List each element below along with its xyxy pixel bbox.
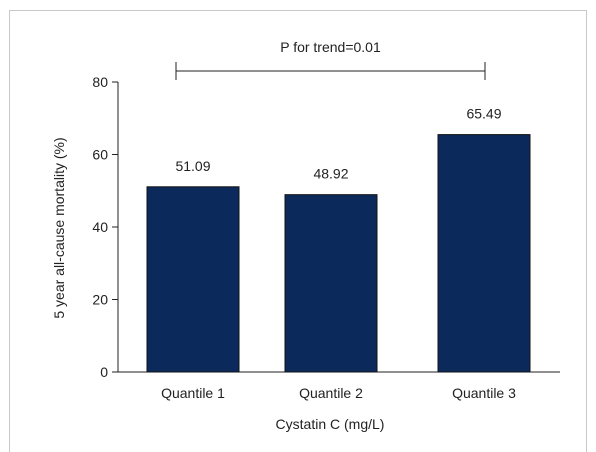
bar-1 [146,186,240,373]
trend-annotation: P for trend=0.01 [175,39,486,80]
bar-value-label-3: 65.49 [466,106,501,122]
trend-annotation-text: P for trend=0.01 [280,39,381,55]
x-tick-label-1: Quantile 1 [161,385,225,401]
y-tick-label-0: 0 [100,364,108,380]
bars [146,134,531,373]
bar-2 [284,194,378,373]
y-tick-label-40: 40 [92,219,108,235]
y-axis-title: 5 year all-cause mortality (%) [51,137,67,318]
x-tick-label-3: Quantile 3 [452,385,516,401]
x-tick-label-2: Quantile 2 [299,385,363,401]
x-axis: Quantile 1 Quantile 2 Quantile 3 [118,371,560,401]
bar-value-label-1: 51.09 [175,158,210,174]
bar-value-label-2: 48.92 [313,166,348,182]
bar-value-labels: 51.09 48.92 65.49 [175,106,501,182]
x-axis-title: Cystatin C (mg/L) [276,416,385,432]
y-tick-label-20: 20 [92,292,108,308]
bar-3 [437,134,531,373]
y-tick-label-80: 80 [92,74,108,90]
y-axis: 0 20 40 60 80 [92,74,119,380]
y-tick-label-60: 60 [92,147,108,163]
